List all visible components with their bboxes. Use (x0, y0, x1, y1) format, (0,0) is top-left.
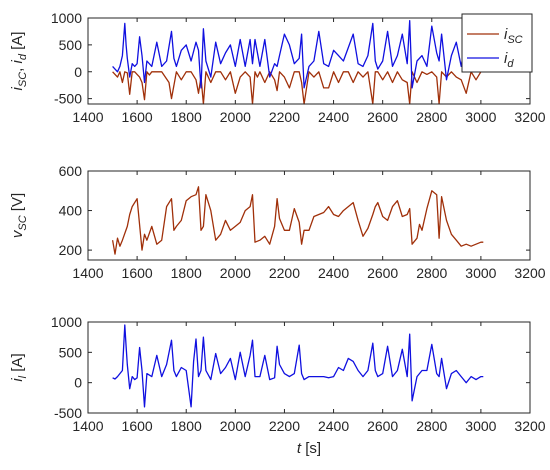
x-tick-label: 1400 (72, 418, 103, 434)
y-tick-label: 1000 (51, 10, 82, 26)
y-tick-label: 0 (74, 375, 82, 391)
x-tick-label: 2200 (269, 418, 300, 434)
x-tick-label: 2200 (269, 265, 300, 281)
plot-area (88, 322, 530, 413)
x-tick-label: 3000 (465, 265, 496, 281)
y-tick-label: 500 (59, 37, 83, 53)
y-tick-label: 500 (59, 344, 83, 360)
series-line-id (112, 20, 484, 89)
x-tick-label: 3200 (514, 109, 545, 125)
chart-panel-3: 1400 1600 1800 2000 2200 2400 2600 2800 3000 3200… (9, 314, 546, 457)
x-tick-label: 2000 (220, 265, 251, 281)
x-tick-label: 3200 (514, 265, 545, 281)
x-tick-label: 2400 (318, 109, 349, 125)
x-tick-label: 2200 (269, 109, 300, 125)
y-axis-label: il [A] (9, 353, 29, 381)
series-line-iSC (112, 71, 484, 105)
x-tick-label: 3200 (514, 418, 545, 434)
plot-area (88, 171, 530, 260)
y-tick-label: 200 (59, 242, 83, 258)
axes-frame (87, 321, 531, 414)
y-tick-label: 1000 (51, 314, 82, 330)
x-tick-label: 1600 (122, 418, 153, 434)
x-tick-label: 2600 (367, 265, 398, 281)
x-tick-label: 1600 (122, 109, 153, 125)
series-line-vSC (111, 186, 484, 255)
x-tick-label: 2800 (416, 418, 447, 434)
x-tick-label: 3000 (465, 418, 496, 434)
y-axis-label: vSC [V] (9, 193, 29, 238)
x-tick-label: 1400 (72, 109, 103, 125)
plot-area (88, 18, 530, 104)
x-tick-label: 2800 (416, 265, 447, 281)
x-tick-label: 2400 (318, 418, 349, 434)
series-line-il (112, 324, 484, 408)
x-tick-label: 1600 (122, 265, 153, 281)
x-tick-label: 2000 (220, 418, 251, 434)
legend (461, 13, 533, 73)
x-tick-label: 2000 (220, 109, 251, 125)
y-tick-label: 600 (59, 163, 83, 179)
chart-panel-1: 1400 1600 1800 2000 2200 2400 2600 2800 3000 3200… (9, 10, 546, 125)
x-tick-label: 2600 (367, 109, 398, 125)
x-tick-label: 1400 (72, 265, 103, 281)
x-tick-label: 1800 (171, 109, 202, 125)
axes-frame (87, 170, 531, 261)
y-tick-label: -500 (54, 91, 82, 107)
y-axis-label: iSC, id [A] (9, 32, 29, 91)
x-tick-label: 1800 (171, 418, 202, 434)
x-tick-label: 3000 (465, 109, 496, 125)
x-tick-label: 2600 (367, 418, 398, 434)
x-axis-label: t [s] (297, 440, 321, 457)
y-tick-label: 0 (74, 64, 82, 80)
chart-panel-2: 1400 1600 1800 2000 2200 2400 2600 2800 3000 3200… (9, 163, 546, 281)
legend-entry: id (504, 50, 514, 70)
y-tick-label: -500 (54, 405, 82, 421)
x-tick-label: 1800 (171, 265, 202, 281)
x-tick-label: 2400 (318, 265, 349, 281)
legend-entry: iSC (504, 26, 523, 46)
y-tick-label: 400 (59, 203, 83, 219)
x-tick-label: 2800 (416, 109, 447, 125)
